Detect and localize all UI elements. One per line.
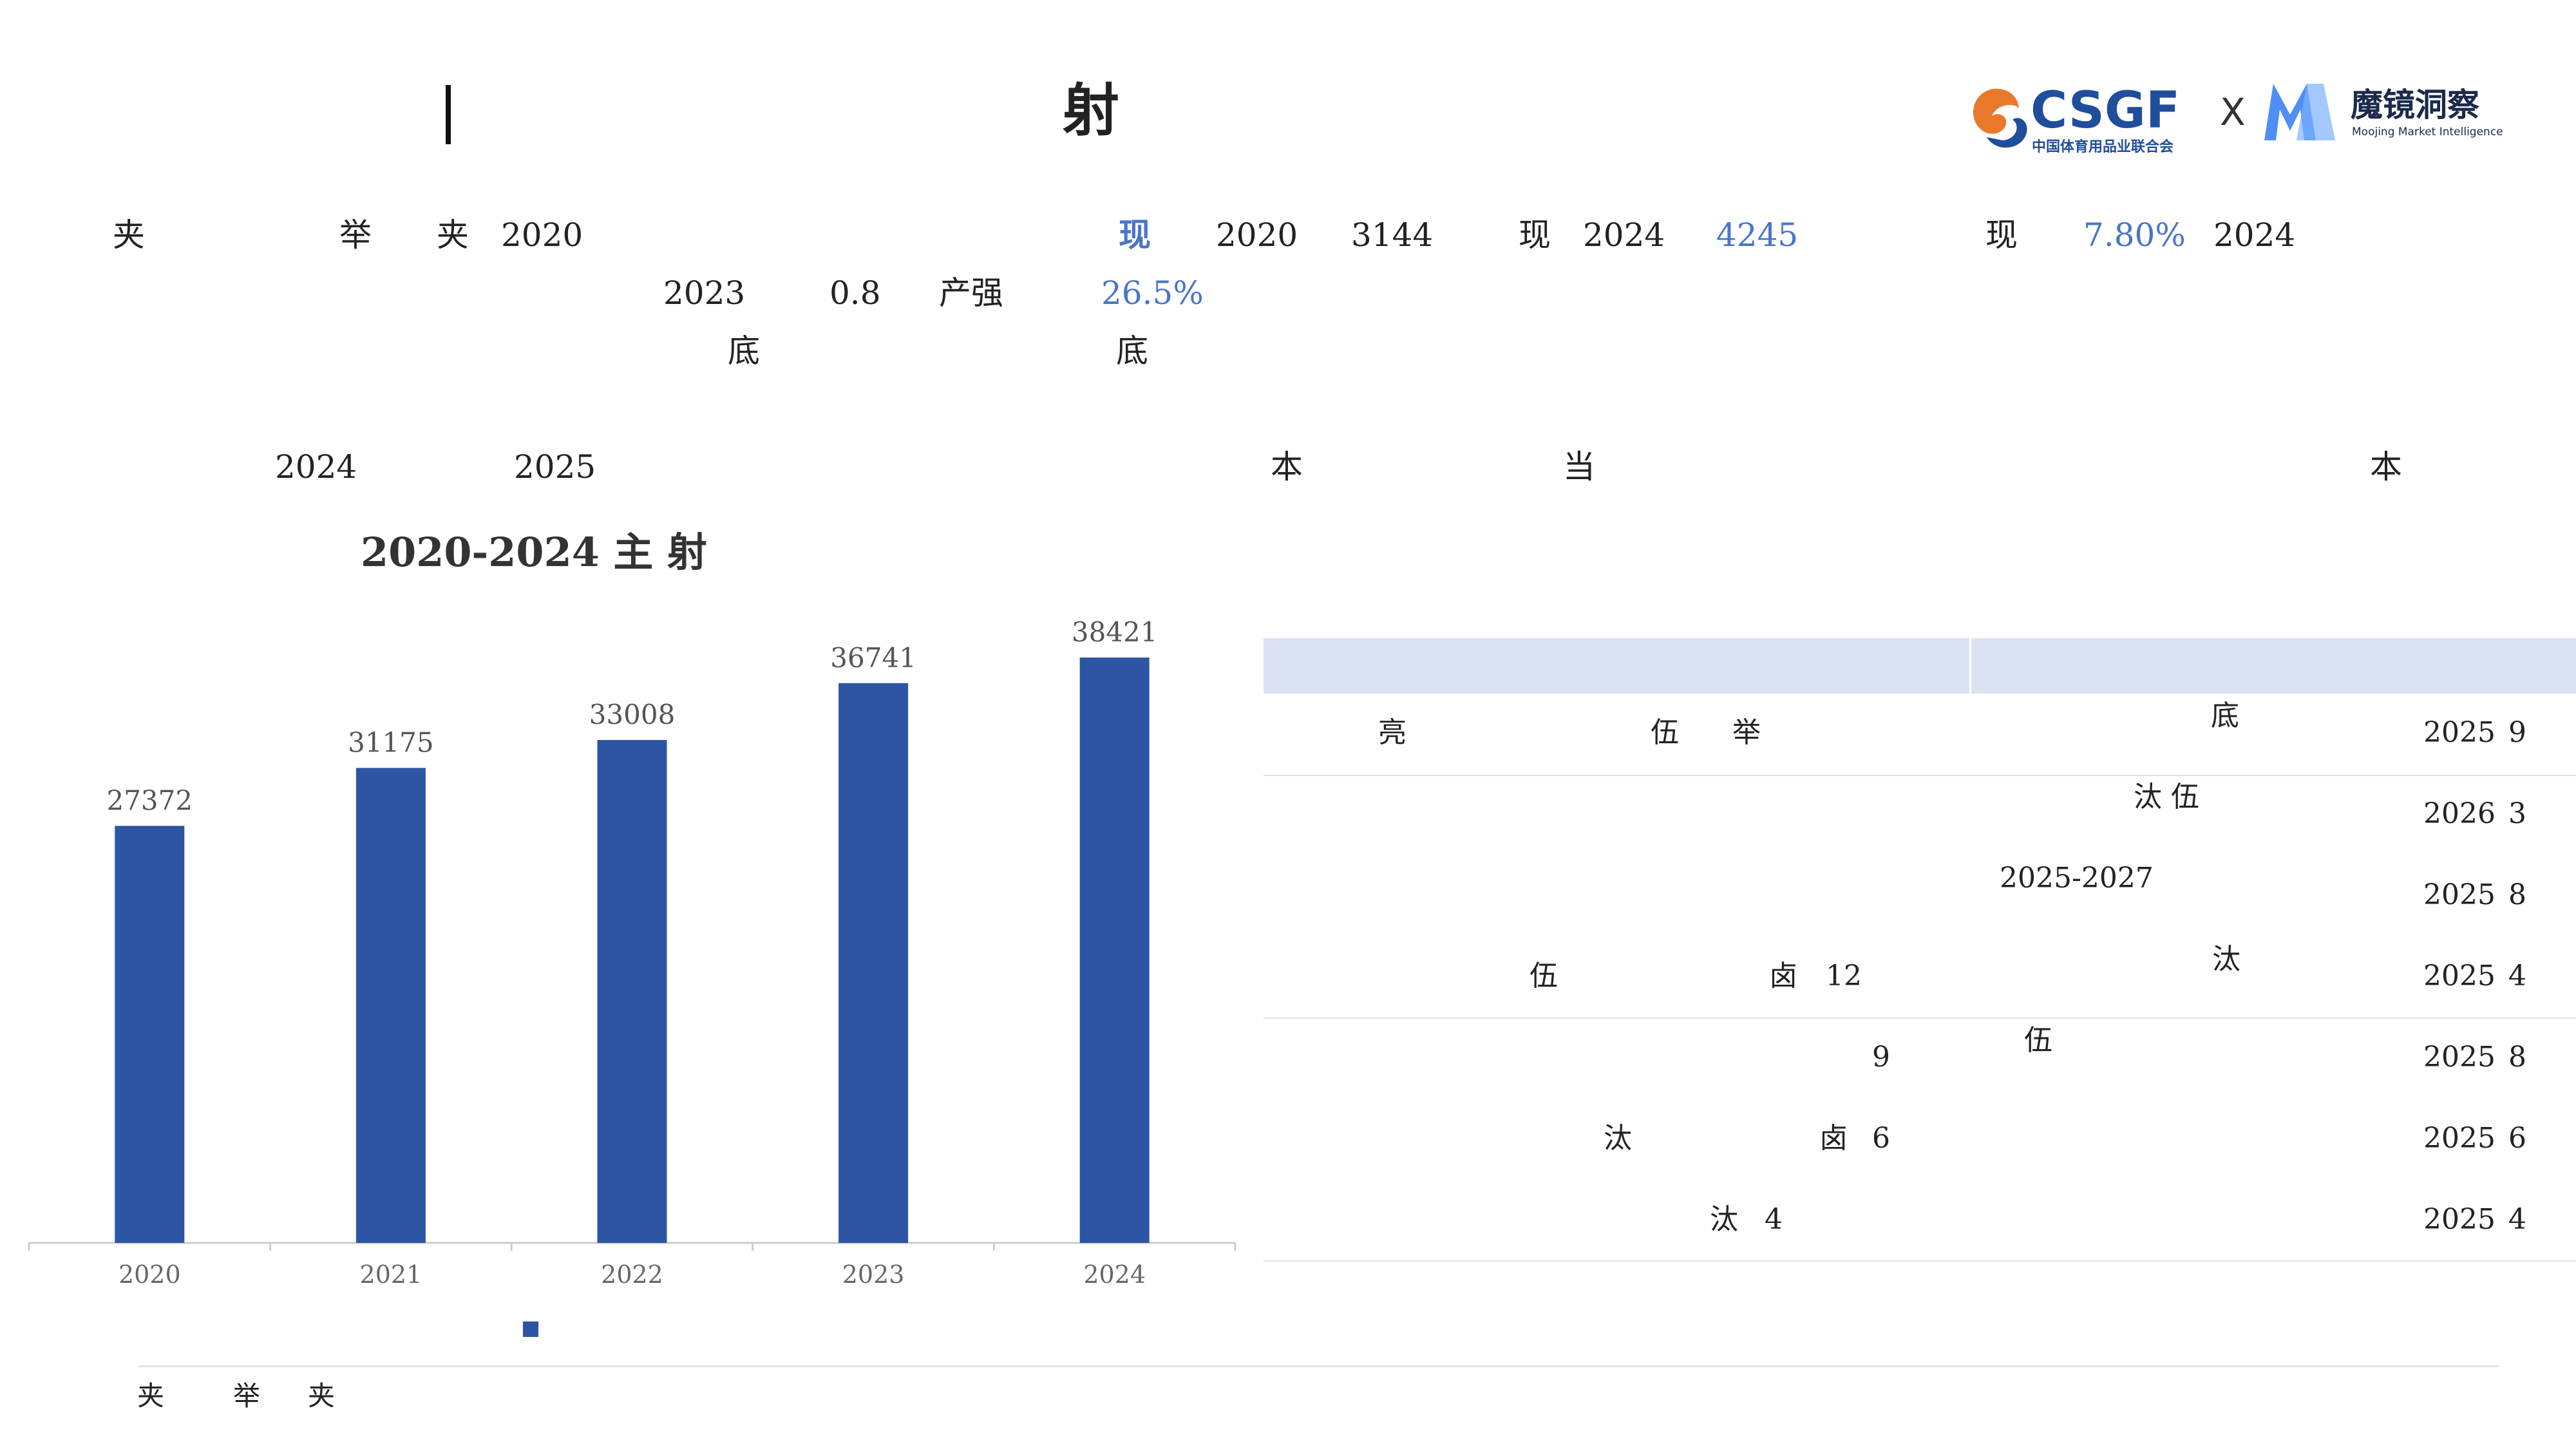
summary-year: 2020 [501,216,583,254]
data-label: 33008 [589,699,676,730]
table-cell-year: 2025 [2423,1122,2496,1155]
table-cell-text: 汰 [1604,1122,1632,1155]
table-row-divider [1264,1260,2576,1262]
summary-text: 底 [728,332,760,370]
summary-value: 0.8 [829,274,881,312]
table-cell-description: 2025-2027 [2000,862,2154,895]
table-cell-month: 6 [2508,1122,2526,1155]
chart-title: 2020-2024 主 射 [361,529,708,576]
title-accent-bar [446,85,451,144]
table-cell-year: 2025 [2423,1041,2496,1074]
bar-2021 [355,768,426,1243]
summary-text: 产强 [939,274,1003,312]
summary-year: 2024 [1583,216,1665,254]
data-label: 36741 [830,642,916,674]
table-header [1264,638,2576,694]
table-cell-text: 伍 [1651,716,1679,749]
table-cell-year: 2026 [2423,797,2496,830]
table-cell-text: 12 [1826,960,1862,992]
bar-2020 [115,826,185,1243]
bar-2024 [1079,658,1150,1243]
table-cell-month: 8 [2508,1041,2526,1074]
bar-2023 [838,683,909,1243]
table-cell-year: 2025 [2423,1203,2496,1236]
bar-chart: 27372 2020 31175 2021 33008 2022 36741 2023 3842… [19,580,1262,1289]
section-label: 本 [1271,448,1303,486]
summary-text: 夹 [113,216,145,254]
table-cell-text: 6 [1872,1122,1890,1155]
table-cell-text: 9 [1872,1041,1890,1074]
csgf-logo: CSGF 中国体育用品业联合会 [1967,76,2206,160]
table-cell-month: 4 [2508,1203,2526,1236]
table-cell-description: 汰 [2212,943,2240,976]
svg-text:Moojing Market Intelligence: Moojing Market Intelligence [2352,126,2503,138]
data-label: 31175 [348,726,434,758]
table-row-divider [1264,1018,2576,1019]
summary-highlight-percent: 7.80% [2083,216,2186,254]
x-tick-label: 2024 [1083,1260,1146,1288]
summary-year: 2020 [1216,216,1298,254]
data-label: 27372 [106,784,193,816]
data-label: 38421 [1072,616,1158,648]
footer-text: 夹 [137,1380,165,1412]
summary-highlight-value: 4245 [1716,216,1799,254]
footer-text: 夹 [308,1380,336,1412]
table-cell-text: 卤 [1769,960,1797,992]
table-cell-description: 伍 [2024,1024,2052,1057]
table-cell-description: 底 [2211,699,2239,732]
summary-text: 夹 [437,216,469,254]
table-cell-month: 3 [2508,797,2526,830]
logo-separator: X [2220,90,2246,134]
summary-text: 底 [1116,332,1148,370]
table-cell-description: 汰 伍 [2134,781,2199,813]
table-cell-text: 卤 [1819,1122,1848,1155]
bar-2022 [597,740,667,1243]
summary-highlight-percent: 26.5% [1101,274,1204,312]
mojing-logo-icon: 魔镜洞察 Moojing Market Intelligence [2264,84,2503,140]
summary-year: 2024 [2213,216,2296,254]
section-year: 2024 [275,448,357,486]
table-cell-year: 2025 [2423,878,2496,911]
mojing-logo: 魔镜洞察 Moojing Market Intelligence [2259,76,2536,147]
bar-chart-svg: 27372 2020 31175 2021 33008 2022 36741 2023 3842… [28,616,1236,1289]
table-cell-text: 4 [1765,1203,1783,1236]
x-tick-label: 2020 [118,1260,181,1288]
legend-swatch [523,1321,538,1337]
section-year: 2025 [514,448,596,486]
table-row-divider [1264,775,2576,776]
x-tick-label: 2023 [842,1260,905,1288]
summary-text: 举 [339,216,372,254]
svg-text:魔镜洞察: 魔镜洞察 [2351,86,2479,124]
section-label: 当 [1563,448,1595,486]
summary-text: 现 [1985,216,2018,254]
x-tick-label: 2021 [360,1260,422,1288]
summary-text: 现 [1519,216,1551,254]
x-tick-label: 2022 [601,1260,663,1288]
summary-value: 3144 [1351,216,1434,254]
summary-highlight: 现 [1119,216,1151,254]
table-cell-text: 伍 [1530,960,1558,992]
table-cell-month: 4 [2508,960,2526,992]
table-cell-year: 2025 [2423,716,2496,749]
svg-text:CSGF: CSGF [2031,82,2180,140]
footer-divider [138,1365,2499,1367]
table-cell-month: 8 [2508,878,2526,911]
svg-text:中国体育用品业联合会: 中国体育用品业联合会 [2032,138,2174,155]
table-cell-text: 举 [1732,716,1761,749]
table-cell-text: 汰 [1710,1203,1738,1236]
table-cell-text: 亮 [1378,716,1406,749]
page-title: 射 [1063,77,1120,144]
table-header-divider [1969,638,1971,694]
csgf-logo-icon: CSGF 中国体育用品业联合会 [1973,82,2180,155]
table-cell-month: 9 [2508,716,2526,749]
section-label: 本 [2370,448,2402,486]
footer-text: 举 [233,1380,261,1412]
summary-year: 2023 [663,274,746,312]
table-cell-year: 2025 [2423,960,2496,992]
